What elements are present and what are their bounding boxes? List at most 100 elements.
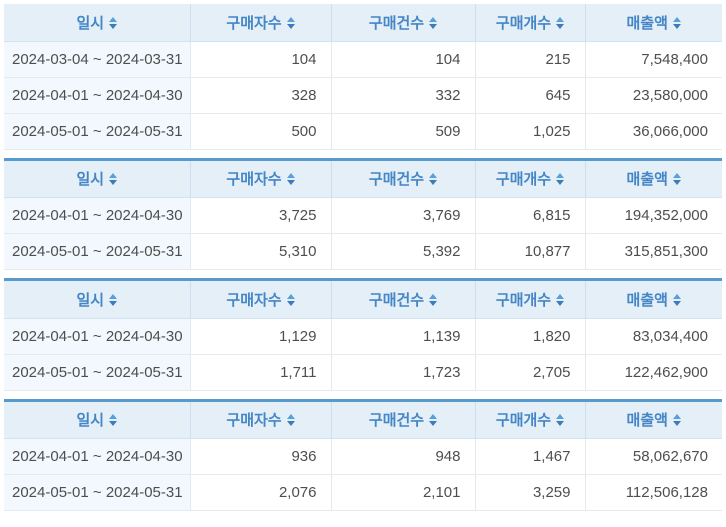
cell-buyers: 936 — [190, 438, 332, 475]
cell-orders: 948 — [331, 438, 476, 475]
col-header-orders-label: 구매건수 — [368, 291, 425, 309]
sort-arrows-icon — [672, 414, 681, 427]
sort-arrows-icon — [556, 16, 565, 29]
cell-buyers: 500 — [190, 113, 332, 150]
col-header-buyers[interactable]: 구매자수 — [190, 4, 332, 42]
cell-date: 2024-04-01 ~ 2024-04-30 — [4, 318, 191, 355]
sort-arrows-icon — [556, 293, 565, 306]
cell-buyers: 1,129 — [190, 318, 332, 355]
cell-date: 2024-05-01 ~ 2024-05-31 — [4, 474, 191, 511]
table-row: 2024-04-01 ~ 2024-04-30 3,725 3,769 6,81… — [4, 197, 722, 234]
col-header-orders-label: 구매건수 — [368, 412, 425, 430]
cell-quantity: 1,025 — [475, 113, 586, 150]
col-header-revenue[interactable]: 매출액 — [585, 281, 722, 319]
sort-arrows-icon — [556, 414, 565, 427]
col-header-date-label: 일시 — [76, 171, 105, 189]
col-header-buyers-label: 구매자수 — [226, 291, 282, 309]
sort-arrows-icon — [556, 173, 565, 186]
col-header-quantity[interactable]: 구매개수 — [475, 401, 586, 439]
col-header-buyers[interactable]: 구매자수 — [190, 401, 332, 439]
sort-arrows-icon — [109, 293, 118, 306]
col-header-quantity-label: 구매개수 — [495, 14, 552, 32]
cell-revenue: 112,506,128 — [585, 474, 722, 511]
sort-arrows-icon — [672, 16, 681, 29]
cell-date: 2024-04-01 ~ 2024-04-30 — [4, 77, 191, 114]
col-header-buyers-label: 구매자수 — [226, 171, 282, 189]
sort-arrows-icon — [109, 173, 118, 186]
table-row: 2024-04-01 ~ 2024-04-30 328 332 645 23,5… — [4, 77, 722, 114]
sort-arrows-icon — [429, 16, 438, 29]
cell-revenue: 83,034,400 — [585, 318, 722, 355]
table-row: 2024-05-01 ~ 2024-05-31 1,711 1,723 2,70… — [4, 354, 722, 391]
cell-revenue: 7,548,400 — [585, 41, 722, 78]
cell-revenue: 36,066,000 — [585, 113, 722, 150]
col-header-date[interactable]: 일시 — [4, 4, 191, 42]
cell-quantity: 1,467 — [475, 438, 586, 475]
col-header-revenue[interactable]: 매출액 — [585, 4, 722, 42]
col-header-revenue-label: 매출액 — [626, 291, 668, 309]
sales-table-4: 일시 구매자수 구매건수 구매개수 매출액 2024-04-01 ~ 2024-… — [4, 398, 722, 511]
col-header-quantity[interactable]: 구매개수 — [475, 160, 586, 198]
cell-buyers: 5,310 — [190, 233, 332, 270]
cell-quantity: 215 — [475, 41, 586, 78]
cell-quantity: 645 — [475, 77, 586, 114]
sort-arrows-icon — [109, 16, 118, 29]
cell-orders: 5,392 — [331, 233, 476, 270]
sort-arrows-icon — [672, 173, 681, 186]
col-header-buyers-label: 구매자수 — [226, 14, 282, 32]
cell-orders: 1,139 — [331, 318, 476, 355]
cell-date: 2024-05-01 ~ 2024-05-31 — [4, 354, 191, 391]
col-header-revenue-label: 매출액 — [626, 412, 668, 430]
table-row: 2024-04-01 ~ 2024-04-30 936 948 1,467 58… — [4, 438, 722, 475]
cell-orders: 3,769 — [331, 197, 476, 234]
header-row: 일시 구매자수 구매건수 구매개수 매출액 — [4, 281, 722, 319]
sort-arrows-icon — [429, 414, 438, 427]
col-header-revenue-label: 매출액 — [626, 171, 668, 189]
col-header-quantity-label: 구매개수 — [495, 412, 552, 430]
cell-buyers: 1,711 — [190, 354, 332, 391]
table-row: 2024-04-01 ~ 2024-04-30 1,129 1,139 1,82… — [4, 318, 722, 355]
sales-table-1: 일시 구매자수 구매건수 구매개수 매출액 2024-03-04 ~ 2024-… — [4, 4, 722, 150]
sort-arrows-icon — [109, 414, 118, 427]
col-header-date[interactable]: 일시 — [4, 401, 191, 439]
cell-orders: 1,723 — [331, 354, 476, 391]
cell-revenue: 58,062,670 — [585, 438, 722, 475]
cell-date: 2024-04-01 ~ 2024-04-30 — [4, 197, 191, 234]
header-row: 일시 구매자수 구매건수 구매개수 매출액 — [4, 4, 722, 42]
cell-revenue: 315,851,300 — [585, 233, 722, 270]
col-header-orders[interactable]: 구매건수 — [331, 401, 476, 439]
cell-buyers: 104 — [190, 41, 332, 78]
col-header-quantity-label: 구매개수 — [495, 171, 552, 189]
col-header-buyers[interactable]: 구매자수 — [190, 160, 332, 198]
cell-buyers: 328 — [190, 77, 332, 114]
col-header-date[interactable]: 일시 — [4, 281, 191, 319]
cell-date: 2024-03-04 ~ 2024-03-31 — [4, 41, 191, 78]
cell-quantity: 1,820 — [475, 318, 586, 355]
cell-quantity: 10,877 — [475, 233, 586, 270]
cell-orders: 509 — [331, 113, 476, 150]
sales-report-table: 일시 구매자수 구매건수 구매개수 매출액 2024-03-04 ~ 2024-… — [4, 4, 722, 150]
sort-arrows-icon — [429, 293, 438, 306]
cell-orders: 2,101 — [331, 474, 476, 511]
cell-revenue: 194,352,000 — [585, 197, 722, 234]
col-header-buyers-label: 구매자수 — [226, 412, 282, 430]
cell-revenue: 23,580,000 — [585, 77, 722, 114]
sort-arrows-icon — [286, 16, 295, 29]
cell-date: 2024-05-01 ~ 2024-05-31 — [4, 233, 191, 270]
col-header-buyers[interactable]: 구매자수 — [190, 281, 332, 319]
col-header-orders[interactable]: 구매건수 — [331, 160, 476, 198]
col-header-quantity[interactable]: 구매개수 — [475, 4, 586, 42]
col-header-orders-label: 구매건수 — [368, 171, 425, 189]
cell-date: 2024-04-01 ~ 2024-04-30 — [4, 438, 191, 475]
table-row: 2024-05-01 ~ 2024-05-31 5,310 5,392 10,8… — [4, 233, 722, 270]
cell-quantity: 3,259 — [475, 474, 586, 511]
col-header-revenue[interactable]: 매출액 — [585, 160, 722, 198]
col-header-orders[interactable]: 구매건수 — [331, 4, 476, 42]
col-header-quantity-label: 구매개수 — [495, 291, 552, 309]
col-header-orders[interactable]: 구매건수 — [331, 281, 476, 319]
sales-report-table: 일시 구매자수 구매건수 구매개수 매출액 2024-04-01 ~ 2024-… — [4, 401, 722, 511]
col-header-revenue[interactable]: 매출액 — [585, 401, 722, 439]
col-header-quantity[interactable]: 구매개수 — [475, 281, 586, 319]
col-header-date-label: 일시 — [76, 14, 105, 32]
col-header-date[interactable]: 일시 — [4, 160, 191, 198]
